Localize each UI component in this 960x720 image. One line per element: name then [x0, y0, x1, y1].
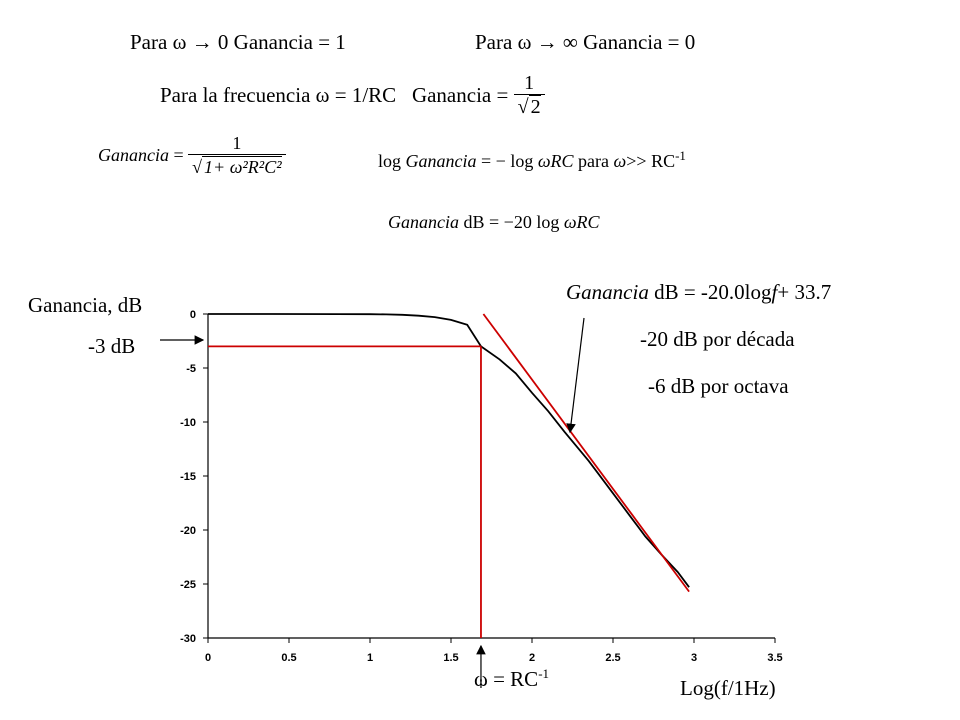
x-tick-label: 2.5: [605, 652, 620, 664]
x-tick-label: 1: [367, 652, 373, 664]
ticks: 0 0.5 1 1.5 2 2.5 3 3.5 0 -5 -10 -15 -20 -25 -30: [180, 309, 783, 664]
fit-f: f: [771, 280, 778, 304]
line1-left-para: Para: [130, 30, 168, 54]
eq2-wrc: ωRC: [537, 151, 574, 171]
y-axis-title: Ganancia, dB: [28, 293, 143, 317]
frac-denominator: √ 2: [513, 93, 545, 119]
x-tick-label: 2: [529, 652, 535, 664]
x-tick-label: 3: [691, 652, 697, 664]
fit-rest: dB = -20.0log: [654, 280, 772, 304]
infinity-symbol: ∞: [562, 30, 578, 54]
one-over-root-two: 1 √ 2: [513, 71, 545, 119]
fit-end: + 33.7: [777, 280, 832, 304]
series: [208, 313, 690, 593]
line1-right: Para ω → ∞ Ganancia = 0: [475, 30, 695, 55]
y-tick-label: -25: [180, 579, 196, 591]
y-tick-label: -30: [180, 633, 196, 645]
x-tick-label: 1.5: [443, 652, 458, 664]
equation-gain-db: Ganancia dB = −20 log ωRC: [388, 212, 600, 233]
decade-label: -20 dB por década: [640, 327, 795, 351]
cutoff-label: ω = RC-1: [474, 666, 549, 692]
equation-log-gain: log Ganancia = − log ωRC para ω>> RC-1: [378, 148, 686, 172]
line2-c: Ganancia =: [411, 82, 509, 107]
eq3-db: dB: [463, 212, 485, 232]
eq1-equals: =: [173, 145, 184, 165]
x-tick-label: 0: [205, 652, 211, 664]
eq2-log: log: [378, 151, 402, 171]
line1-right-para: Para: [475, 30, 513, 54]
eq2-gan: Ganancia: [405, 151, 477, 171]
x-tick-label: 0.5: [281, 652, 296, 664]
radicand: 2: [528, 94, 541, 118]
eq1-fraction: 1 √ 1+ ω²R²C²: [188, 132, 286, 179]
y-tick-label: -5: [186, 363, 196, 375]
eq1-numerator: 1: [232, 133, 242, 153]
line1-right-rest: Ganancia = 0: [583, 30, 696, 54]
y-tick-label: 0: [190, 309, 196, 321]
eq2-mid: = − log: [481, 151, 534, 171]
fit-arrow: [566, 317, 585, 434]
cutoff-rest: = RC: [493, 667, 539, 691]
eq1-radicand: 1+ ω²R²C²: [202, 156, 282, 177]
x-tick-label: 3.5: [767, 652, 782, 664]
fit-gan: Ganancia: [566, 280, 649, 304]
line2: Para la frecuencia ω = 1/RC Ganancia = 1…: [160, 70, 545, 120]
line2-b: = 1/RC: [334, 82, 397, 107]
omega-symbol: ω: [613, 151, 627, 171]
omega-symbol: ω: [172, 30, 187, 54]
eq3-rest: = −20 log: [489, 212, 560, 232]
eq1-lhs: Ganancia: [98, 145, 169, 165]
eq2-gg: >>: [626, 151, 647, 171]
eq2-sup: -1: [675, 148, 686, 163]
line1-left-rest: 0 Ganancia = 1: [217, 30, 346, 54]
y-tick-label: -10: [180, 417, 196, 429]
eq2-rc: RC: [651, 151, 676, 171]
line1-left: Para ω → 0 Ganancia = 1: [130, 30, 346, 55]
arrow-icon: →: [536, 30, 558, 54]
annotations: [160, 317, 585, 688]
gain-curve: [208, 313, 690, 588]
eq3-gan: Ganancia: [388, 212, 459, 232]
fit-equation-label: Ganancia dB = -20.0logf+ 33.7: [566, 280, 831, 305]
frac-numerator: 1: [524, 71, 535, 94]
axes: [207, 314, 775, 639]
arrow-icon: →: [191, 30, 213, 54]
line2-a: Para la frecuencia: [160, 82, 311, 107]
eq1-denominator: √ 1+ ω²R²C²: [188, 154, 286, 179]
minus-3db-label: -3 dB: [88, 334, 136, 358]
omega-symbol: ω: [315, 82, 330, 107]
asymptote-line: [482, 313, 690, 593]
y-tick-label: -15: [180, 471, 196, 483]
cutoff-sup: -1: [538, 666, 550, 681]
eq3-wrc: ωRC: [563, 212, 600, 232]
equation-gain: Ganancia = 1 √ 1+ ω²R²C²: [98, 132, 286, 179]
x-axis-title: Log(f/1Hz): [680, 676, 776, 700]
omega-symbol: ω: [517, 30, 532, 54]
y-tick-label: -20: [180, 525, 196, 537]
eq2-para: para: [578, 151, 610, 171]
octave-label: -6 dB por octava: [648, 374, 789, 398]
